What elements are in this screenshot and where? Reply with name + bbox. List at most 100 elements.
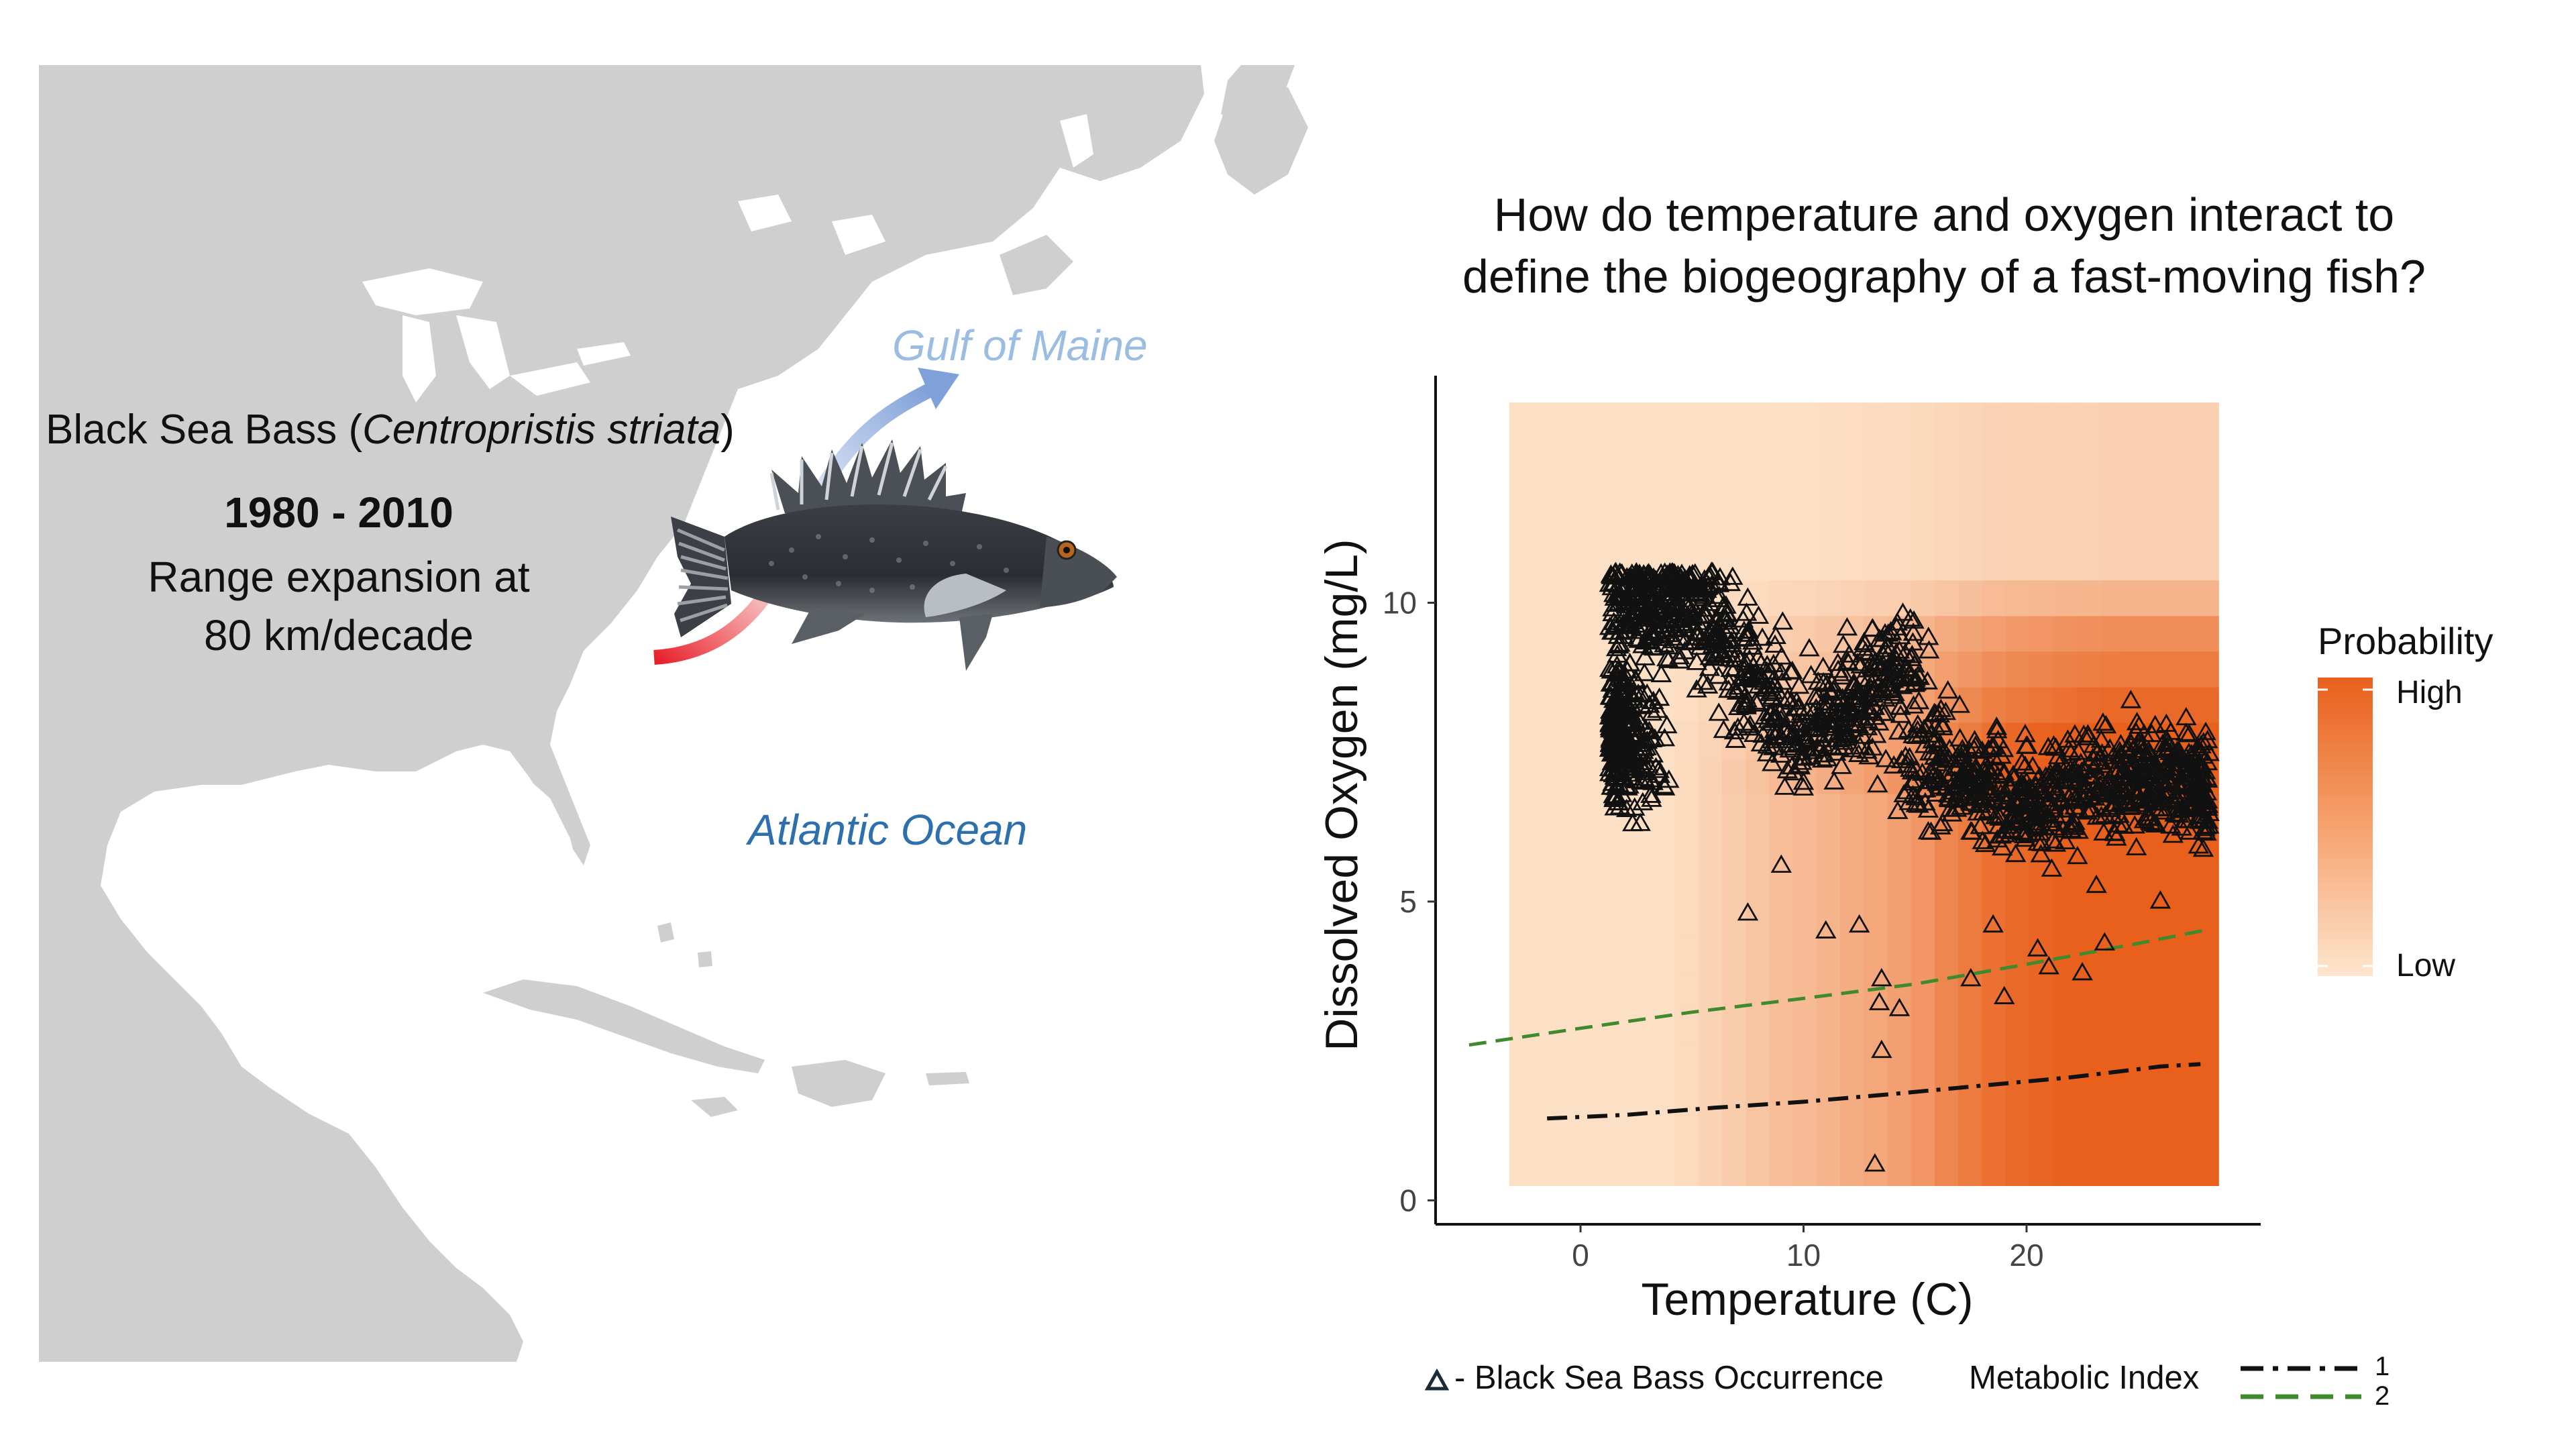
occurrence-point [1762,680,1784,700]
heatmap-cell [2123,616,2149,653]
heatmap-cell [1721,1042,1746,1079]
heatmap-cell [2053,580,2078,617]
heatmap-cell [1721,509,1746,546]
heatmap-cell [2053,865,2078,902]
occurrence-point [2084,756,2105,775]
heatmap-cell [2194,545,2219,582]
heatmap-cell [1674,438,1699,475]
occurrence-point [2178,724,2200,743]
heatmap-cell [1509,402,1534,439]
occurrence-point [1884,655,1907,674]
heatmap-cell [1580,651,1605,688]
occurrence-point [2139,753,2161,772]
heatmap-cell [2147,474,2172,511]
occurrence-point [1874,702,1896,721]
heatmap-cell [2029,1007,2054,1044]
fish-illustration [671,439,1117,671]
heatmap-cell [1556,794,1581,830]
occurrence-point [1601,576,1623,596]
occurrence-point [1747,667,1768,686]
heatmap-cell [2053,1114,2078,1150]
heatmap-cell [2005,545,2030,582]
heatmap-cell [2029,651,2054,688]
occurrence-point [1603,763,1625,783]
heatmap-cell [1982,1007,2006,1044]
heatmap-cell [1935,616,1960,653]
occurrence-point [1632,792,1654,810]
occurrence-point [1949,728,1971,747]
occurrence-point [1894,745,1917,765]
occurrence-point [1607,792,1629,810]
occurrence-point [1653,775,1675,794]
occurrence-points [1599,561,2220,1172]
heatmap-cell [1746,1150,1770,1186]
occurrence-point [1731,666,1753,685]
heatmap-cell [1746,1007,1770,1044]
occurrence-point [2190,804,2212,823]
chart-title-line1: How do temperature and oxygen interact t… [1493,189,2395,241]
heatmap-cell [2194,1114,2219,1150]
heatmap-cell [1935,580,1960,617]
heatmap-cell [1911,936,1935,973]
occurrence-point [1917,627,1939,645]
heatmap-cell [1746,474,1770,511]
heatmap-cell [2076,900,2101,937]
heatmap-cell [2194,651,2219,688]
heatmap-cell [2076,616,2101,653]
heatmap-cell [1864,580,1888,617]
occurrence-point [1602,572,1624,591]
heatmap-cell [1746,438,1770,475]
occurrence-point [1982,914,2004,933]
heatmap-cell [1982,509,2006,546]
occurrence-point [2128,715,2150,734]
heatmap-cell [2005,509,2030,546]
heatmap-cell [2076,651,2101,688]
heatmap-cell [1603,474,1628,511]
heatmap-cell [1532,865,1558,902]
occurrence-point [1719,615,1741,635]
years-range: 1980 - 2010 [224,488,453,537]
heatmap-cell [2005,1042,2030,1079]
heatmap-cell [2100,865,2125,902]
occurrence-point [1890,696,1911,715]
occurrence-point [1641,788,1662,807]
heatmap-cell [1556,865,1581,902]
occurrence-point [1631,755,1652,774]
occurrence-point [1713,719,1735,739]
heatmap-cell [1603,1150,1628,1186]
heatmap-cell [2005,1079,2030,1115]
occurrence-point [2156,739,2178,758]
heatmap-cell [2076,971,2101,1008]
heatmap-cell [1698,758,1723,795]
heatmap-cell [2005,651,2030,688]
occurrence-point [1827,659,1849,678]
heatmap-cell [1674,794,1699,830]
occurrence-point [1971,770,1993,790]
occurrence-point [1791,751,1813,770]
occurrence-point [1763,653,1784,672]
heatmap-cell [1509,900,1534,937]
heatmap-cell [1887,438,1912,475]
heatmap-cell [1580,794,1605,830]
legend-occurrence-label: - Black Sea Bass Occurrence [1454,1360,1884,1396]
heatmap-cell [2100,936,2125,973]
heatmap-cell [1698,1150,1723,1186]
occurrence-point [1776,759,1799,779]
occurrence-point [2188,806,2210,824]
heatmap-cell [1674,936,1699,973]
heatmap-cell [1532,794,1558,830]
heatmap-cell [1792,794,1817,830]
heatmap-cell [1911,402,1935,439]
heatmap-cell [1982,651,2006,688]
occurrence-point [1909,666,1930,686]
heatmap-cell [1509,509,1534,546]
heatmap-cell [1935,1114,1960,1150]
heatmap-cell [2005,438,2030,475]
heatmap-cell [1651,1150,1676,1186]
heatmap-cell [1674,474,1699,511]
occurrence-point [2160,721,2182,740]
heatmap-cell [1887,936,1912,973]
heatmap-cell [1651,900,1676,937]
heatmap-cell [1746,580,1770,617]
heatmap-cell [2171,1042,2196,1079]
